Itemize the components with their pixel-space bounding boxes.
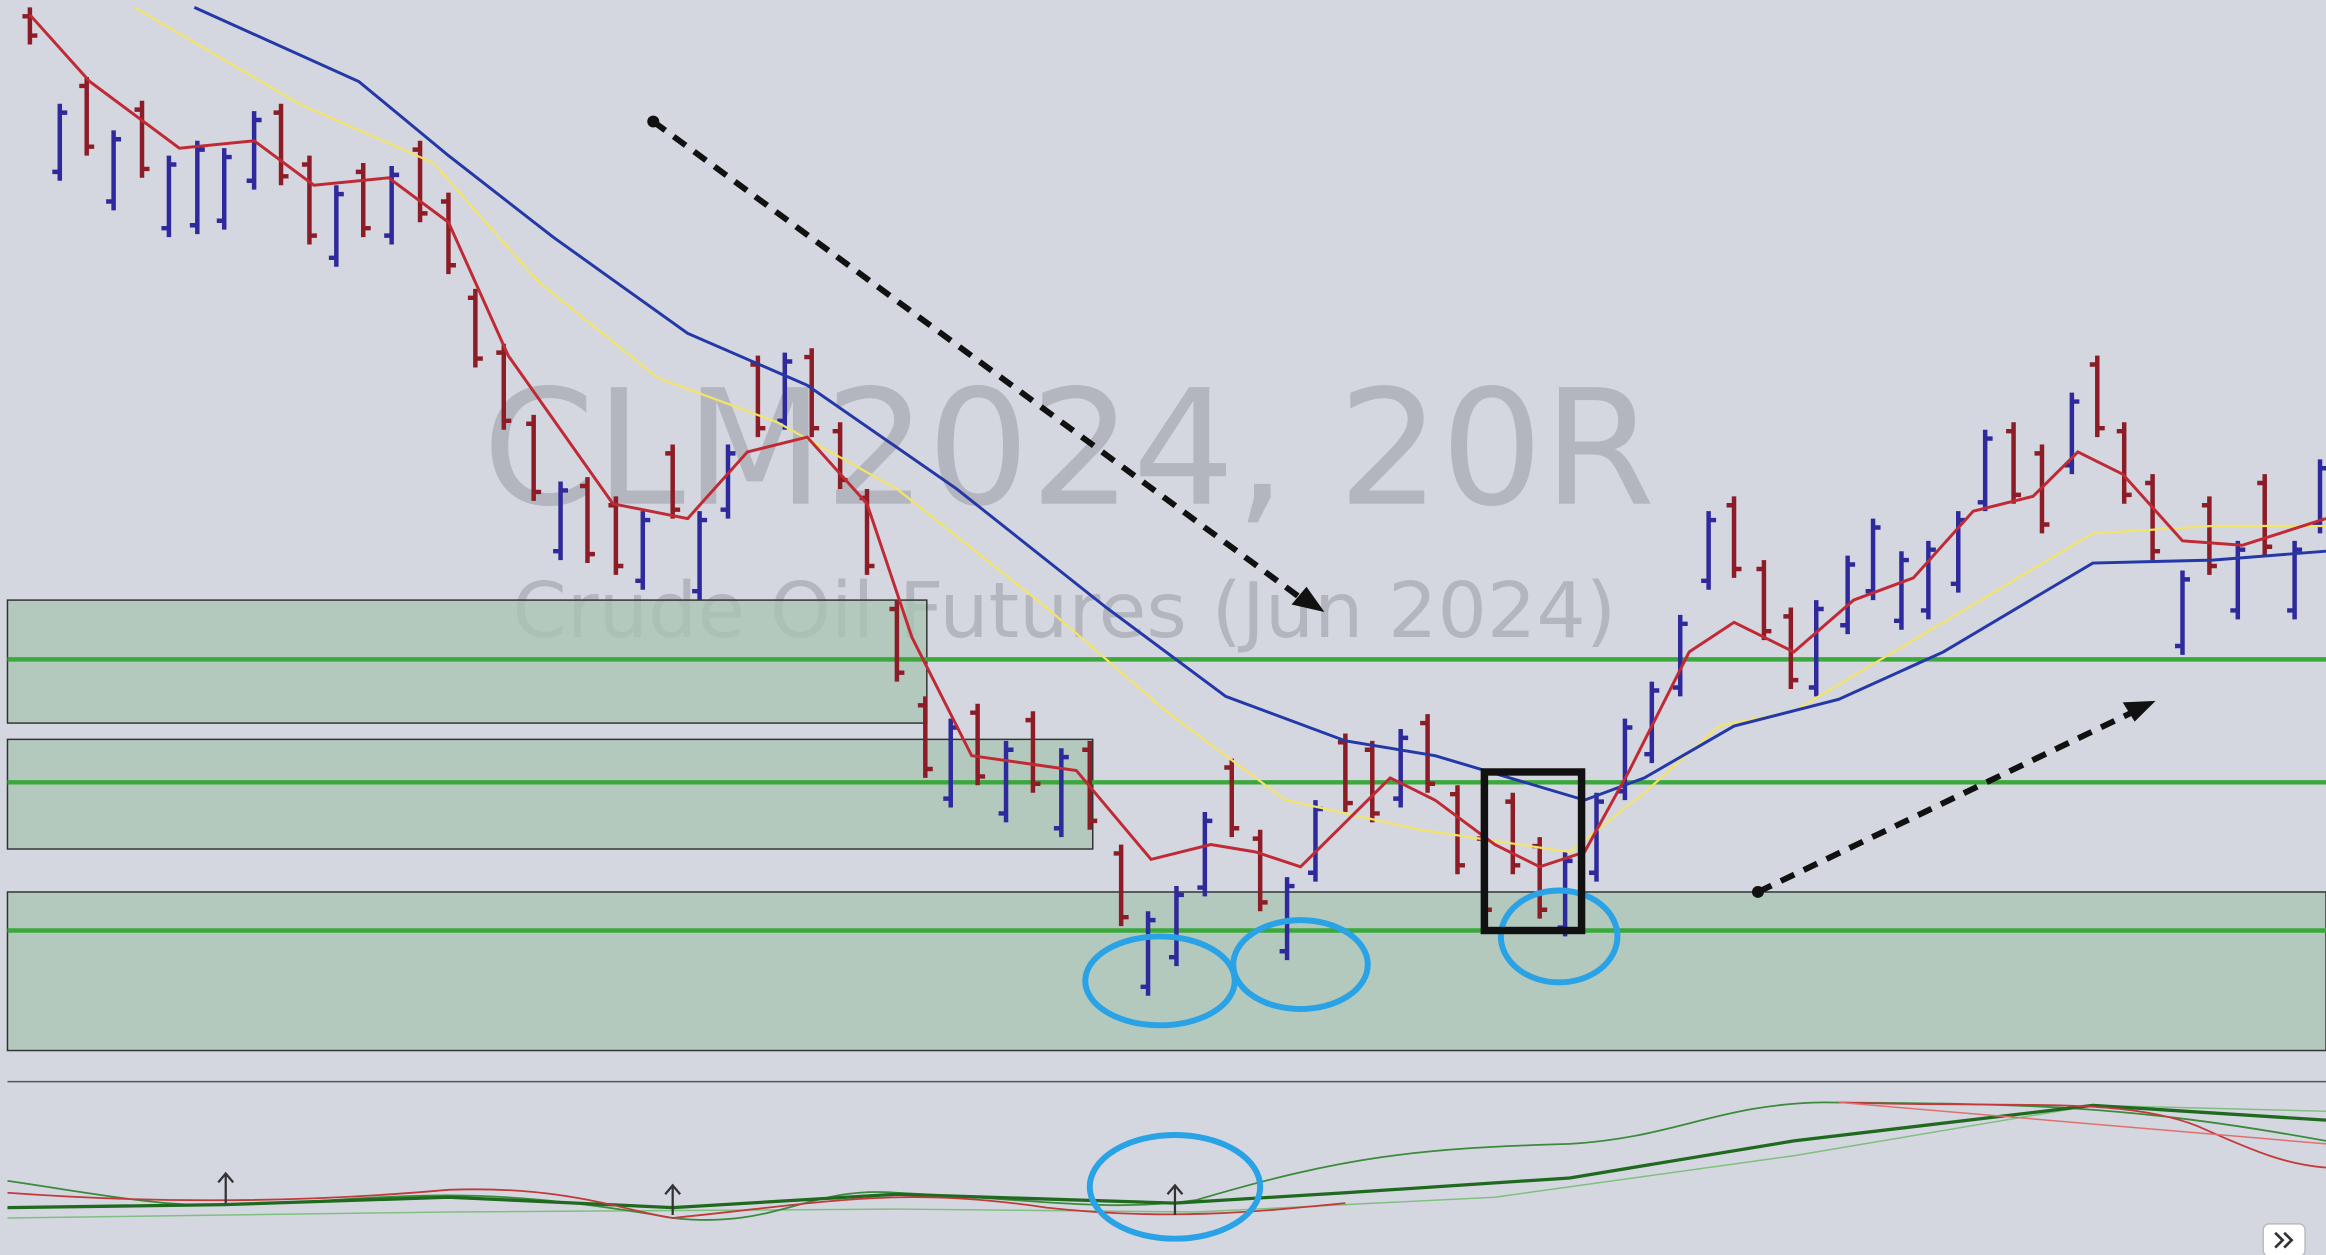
price-bar [1450, 785, 1465, 875]
scroll-button[interactable] [2262, 1223, 2306, 1255]
price-bar [216, 148, 232, 230]
price-bar [1726, 496, 1742, 578]
up-arrow [1166, 1183, 1184, 1215]
arrow-start [647, 115, 660, 128]
arrow-head [2122, 700, 2156, 722]
price-bar [1197, 811, 1213, 897]
indicator-line [7, 1104, 2326, 1219]
highlight-box [1480, 768, 1586, 935]
price-bar [1644, 681, 1660, 764]
price-bar [1224, 758, 1240, 838]
price-bar [1893, 551, 1909, 630]
arrow-head [1291, 586, 1325, 612]
highlight [1086, 1132, 1264, 1242]
price-bar [1252, 829, 1268, 912]
zone [6, 738, 1094, 850]
up-arrow [217, 1171, 235, 1204]
price-bar [22, 7, 38, 45]
price-bar [79, 77, 95, 156]
price-bar [1865, 518, 1881, 601]
price-bar [1337, 733, 1353, 812]
price-bar [1505, 792, 1521, 875]
price-bar [1025, 711, 1041, 793]
price-bar [1113, 844, 1129, 927]
price-bar [970, 703, 986, 786]
price-bar [1053, 748, 1069, 838]
price-bar [106, 130, 122, 211]
price-bar [440, 192, 456, 275]
price-bar [1808, 600, 1824, 697]
highlight [1497, 887, 1621, 986]
price-bar [526, 414, 542, 501]
price-bar [189, 140, 205, 235]
ma-red [28, 13, 2326, 869]
price-bar [804, 348, 820, 438]
price-bar [355, 162, 371, 238]
price-bar [2116, 422, 2132, 504]
levels [7, 657, 2326, 933]
price-bar [2089, 355, 2105, 438]
price-bar [1783, 607, 1799, 689]
scroll-button-bg[interactable] [2262, 1223, 2306, 1255]
indicator-line [1838, 1101, 2326, 1169]
highlight-circles [1082, 887, 1621, 1242]
moving-averages [28, 6, 2326, 869]
price-bar [917, 696, 933, 778]
price-bar [665, 444, 681, 519]
price-bar [777, 352, 793, 430]
price-bar [1920, 540, 1936, 620]
price-bar [1393, 728, 1409, 808]
price-bar [467, 288, 483, 368]
price-bar [328, 185, 344, 267]
price-bar [1977, 429, 1993, 512]
price-bar [1840, 555, 1856, 635]
price-bar [1756, 560, 1772, 641]
price-bar [692, 511, 708, 601]
price-bar [1168, 886, 1184, 967]
signal-arrows [217, 1171, 1184, 1215]
up-trend-arrow [1756, 708, 2136, 895]
price-bar [2230, 540, 2246, 620]
price-bar [2201, 496, 2217, 575]
price-bar [496, 343, 512, 430]
price-bar [1672, 614, 1688, 697]
price-bar [1589, 792, 1604, 882]
price-bar [998, 740, 1014, 823]
scroll-icon [2274, 1231, 2294, 1249]
ma-yellow [133, 6, 2326, 854]
down-arrow [651, 119, 1306, 603]
price-bar [720, 444, 736, 519]
trend-arrows [651, 119, 2136, 895]
up-arrow [664, 1183, 682, 1215]
price-bar [1140, 911, 1156, 996]
price-bar [2257, 474, 2273, 556]
price-bar [412, 140, 428, 223]
price-bar [580, 477, 595, 564]
price-bar [246, 111, 262, 190]
price-bar [2006, 422, 2022, 504]
highlight [1230, 917, 1371, 1013]
price-bar [273, 103, 289, 186]
price-bar [52, 103, 68, 181]
price-bar [161, 155, 177, 238]
price-bar [553, 481, 569, 561]
price-bar [1364, 740, 1380, 823]
price-bar [134, 100, 150, 178]
price-bar [2145, 474, 2161, 561]
price-bar [2175, 570, 2190, 655]
ma-blue [193, 6, 2326, 802]
indicator-line [7, 1188, 1346, 1219]
indicator-line [1838, 1101, 2326, 1145]
price-bar [301, 155, 317, 245]
price-bar [635, 511, 651, 590]
arrow-start [1751, 886, 1764, 898]
price-bar [1701, 511, 1717, 590]
price-bar [889, 600, 905, 682]
